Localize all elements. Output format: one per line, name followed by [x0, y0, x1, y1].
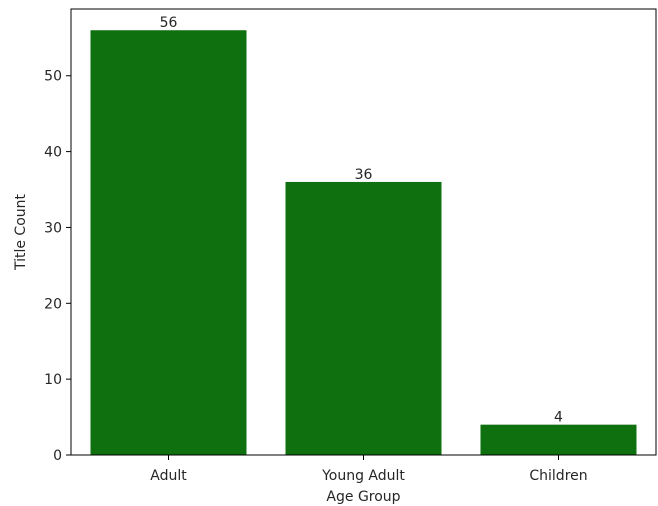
y-tick-label: 30 — [44, 220, 62, 236]
bar — [285, 181, 442, 455]
x-tick-label: Young Adult — [321, 468, 405, 484]
x-tick-label: Adult — [150, 468, 187, 484]
bar — [90, 30, 247, 455]
y-tick-label: 40 — [44, 145, 62, 161]
data-labels: 56 36 4 — [160, 15, 563, 425]
bar-value-label: 56 — [160, 15, 178, 31]
y-tick-label: 50 — [44, 69, 62, 85]
x-tick-label: Children — [529, 468, 587, 484]
x-axis-label: Age Group — [326, 489, 400, 505]
y-tick-label: 0 — [53, 448, 62, 464]
bar — [480, 424, 637, 455]
x-axis-ticks: Adult Young Adult Children — [150, 455, 588, 484]
plot-frame — [70, 8, 657, 456]
bar-value-label: 4 — [554, 410, 563, 426]
y-tick-label: 20 — [44, 296, 62, 312]
y-tick-label: 10 — [44, 372, 62, 388]
y-axis-label: Title Count — [13, 193, 29, 271]
y-axis-ticks: 0 10 20 30 40 50 — [44, 69, 71, 464]
bar-value-label: 36 — [355, 167, 373, 183]
bars — [90, 30, 637, 455]
